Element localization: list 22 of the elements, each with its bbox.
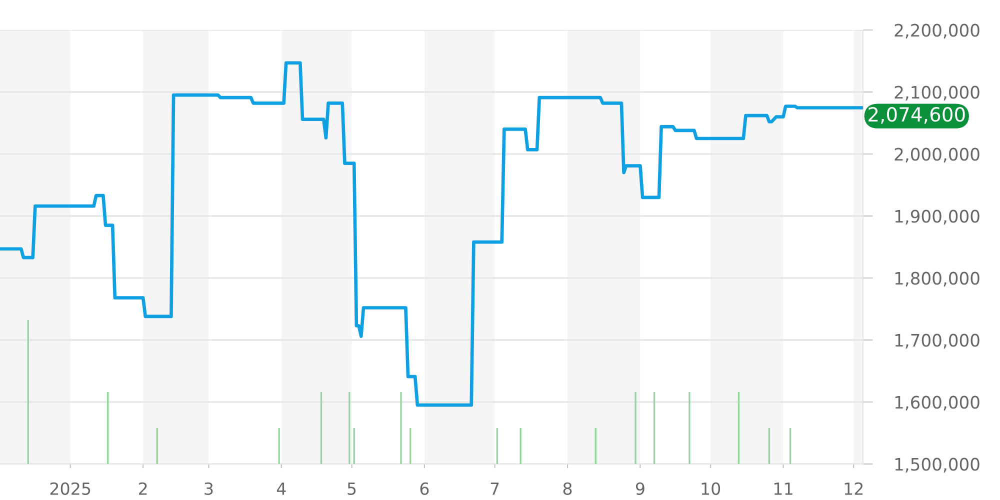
x-tick-label: 6 [420, 482, 429, 495]
line-series [0, 61, 863, 407]
y-tick-label: 1,700,000 [895, 334, 980, 348]
x-tick-label: 9 [636, 482, 644, 495]
x-tick-label: 4 [276, 482, 286, 495]
annotation: 2,074,600 [868, 107, 965, 124]
y-tick-label: 2,200,000 [894, 24, 980, 38]
x-tick-label: 7 [490, 482, 499, 495]
x-tick-label: 12 [844, 482, 863, 495]
x-tick-label: 8 [563, 482, 572, 495]
y-tick-label: 1,900,000 [895, 210, 980, 224]
y-tick-label: 2,100,000 [894, 86, 980, 100]
x-tick-label: 11 [774, 482, 792, 495]
y-tick-label: 1,500,000 [895, 458, 980, 472]
x-tick-label: 3 [204, 482, 213, 495]
y-tick-label: 1,800,000 [895, 272, 980, 286]
y-tick-label: 1,600,000 [895, 396, 980, 410]
x-tick-label: 10 [702, 482, 720, 495]
x-tick-label: 5 [348, 482, 356, 495]
y-tick-label: 2,000,000 [894, 148, 980, 162]
x-tick-label: 2025 [50, 482, 90, 495]
x-tick-label: 2 [138, 482, 147, 495]
